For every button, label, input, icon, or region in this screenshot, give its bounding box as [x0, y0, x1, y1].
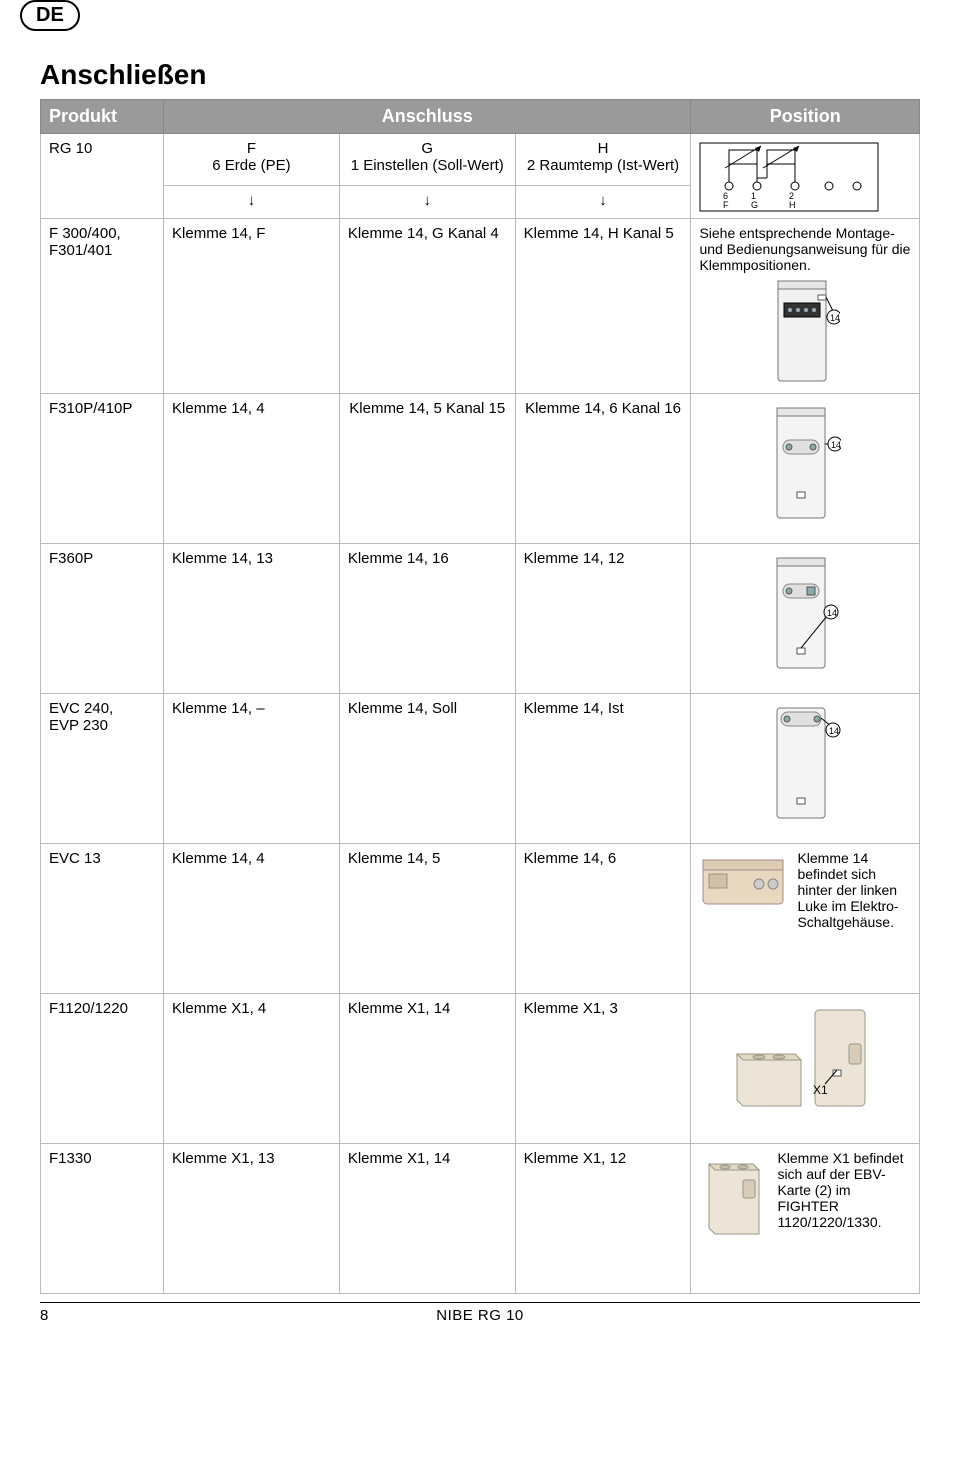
rg10-f-desc: 6 Erde (PE) [172, 157, 331, 174]
cell-rg10-g: G 1 Einstellen (Soll-Wert) [339, 134, 515, 186]
appliance-icon-0: 14 [770, 277, 840, 387]
section-title: Anschließen [40, 59, 920, 91]
cell-pos-1: 14 [691, 394, 920, 544]
cell-prod-6: F1330 [41, 1144, 164, 1294]
term-G: G [751, 200, 758, 210]
rg10-h-desc: 2 Raumtemp (Ist-Wert) [524, 157, 683, 174]
cell-b-0: Klemme 14, G Kanal 4 [339, 219, 515, 394]
th-position: Position [691, 100, 920, 134]
cell-prod-1: F310P/410P [41, 394, 164, 544]
cell-a-6: Klemme X1, 13 [164, 1144, 340, 1294]
cell-prod-4: EVC 13 [41, 844, 164, 994]
note-0: Siehe entsprechende Montage- und Bedienu… [699, 225, 911, 273]
appliance-icon-4 [699, 850, 789, 910]
term-F: F [723, 200, 729, 210]
cell-a-2: Klemme 14, 13 [164, 544, 340, 694]
th-produkt: Produkt [41, 100, 164, 134]
arrow-h: ↓ [515, 185, 691, 218]
rg10-g-desc: 1 Einstellen (Soll-Wert) [348, 157, 507, 174]
arrow-f: ↓ [164, 185, 340, 218]
cell-pos-0: Siehe entsprechende Montage- und Bedienu… [691, 219, 920, 394]
rg10-f-letter: F [172, 140, 331, 157]
cell-c-6: Klemme X1, 12 [515, 1144, 691, 1294]
svg-text:14: 14 [827, 608, 837, 618]
rg10-h-letter: H [524, 140, 683, 157]
footer-title: NIBE RG 10 [80, 1307, 880, 1324]
cell-a-0: Klemme 14, F [164, 219, 340, 394]
lang-badge: DE [20, 0, 80, 31]
cell-prod-0: F 300/400, F301/401 [41, 219, 164, 394]
page-footer: 8 NIBE RG 10 [40, 1302, 920, 1324]
cell-c-0: Klemme 14, H Kanal 5 [515, 219, 691, 394]
cell-a-4: Klemme 14, 4 [164, 844, 340, 994]
cell-rg10-name: RG 10 [41, 134, 164, 219]
cell-b-6: Klemme X1, 14 [339, 1144, 515, 1294]
appliance-icon-3: 14 [769, 704, 841, 824]
svg-text:14: 14 [830, 313, 840, 323]
cell-prod-5: F1120/1220 [41, 994, 164, 1144]
cell-a-1: Klemme 14, 4 [164, 394, 340, 544]
terminal-schematic: 6 F 1 G 2 H [699, 142, 879, 212]
cell-b-4: Klemme 14, 5 [339, 844, 515, 994]
appliance-icon-1: 14 [769, 404, 841, 524]
cell-prod-2: F360P [41, 544, 164, 694]
cell-a-3: Klemme 14, – [164, 694, 340, 844]
cell-pos-6: Klemme X1 befindet sich auf der EBV-Kart… [691, 1144, 920, 1294]
cell-pos-3: 14 [691, 694, 920, 844]
cell-pos-4: Klemme 14 befindet sich hinter der linke… [691, 844, 920, 994]
cell-c-1: Klemme 14, 6 Kanal 16 [515, 394, 691, 544]
cell-b-5: Klemme X1, 14 [339, 994, 515, 1144]
cell-c-4: Klemme 14, 6 [515, 844, 691, 994]
connection-table: Produkt Anschluss Position RG 10 F 6 Erd… [40, 99, 920, 1294]
rg10-g-letter: G [348, 140, 507, 157]
cell-pos-2: 14 [691, 544, 920, 694]
cell-a-5: Klemme X1, 4 [164, 994, 340, 1144]
cell-prod-3: EVC 240, EVP 230 [41, 694, 164, 844]
svg-text:X1: X1 [813, 1083, 828, 1097]
cell-c-5: Klemme X1, 3 [515, 994, 691, 1144]
term-H: H [789, 200, 796, 210]
svg-text:14: 14 [831, 440, 841, 450]
th-anschluss: Anschluss [164, 100, 691, 134]
note-4: Klemme 14 befindet sich hinter der linke… [797, 850, 911, 930]
cell-rg10-position: 6 F 1 G 2 H [691, 134, 920, 219]
appliance-icon-2: 14 [769, 554, 841, 674]
cell-rg10-h: H 2 Raumtemp (Ist-Wert) [515, 134, 691, 186]
cell-c-2: Klemme 14, 12 [515, 544, 691, 694]
cell-b-2: Klemme 14, 16 [339, 544, 515, 694]
cell-pos-5: X1 [691, 994, 920, 1144]
appliance-icon-6 [699, 1150, 769, 1240]
svg-text:14: 14 [829, 726, 839, 736]
note-6: Klemme X1 befindet sich auf der EBV-Kart… [777, 1150, 911, 1230]
cell-b-3: Klemme 14, Soll [339, 694, 515, 844]
arrow-g: ↓ [339, 185, 515, 218]
appliance-icon-5: X1 [725, 1004, 885, 1114]
cell-c-3: Klemme 14, Ist [515, 694, 691, 844]
cell-b-1: Klemme 14, 5 Kanal 15 [339, 394, 515, 544]
page-number: 8 [40, 1307, 80, 1324]
cell-rg10-f: F 6 Erde (PE) [164, 134, 340, 186]
